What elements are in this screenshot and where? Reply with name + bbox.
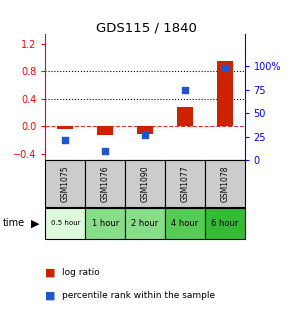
Text: GSM1090: GSM1090 (141, 165, 149, 202)
Bar (205, 208, 245, 239)
Bar (177, 107, 193, 126)
Text: ▶: ▶ (31, 218, 39, 228)
Text: GDS115 / 1840: GDS115 / 1840 (96, 22, 197, 35)
Text: GSM1077: GSM1077 (180, 165, 189, 202)
Text: 4 hour: 4 hour (171, 219, 199, 228)
Bar (85, 161, 125, 207)
Bar (205, 161, 245, 207)
Bar (165, 161, 205, 207)
Bar (137, 126, 153, 134)
Text: GSM1075: GSM1075 (61, 165, 70, 202)
Text: time: time (3, 218, 25, 228)
Bar (45, 208, 85, 239)
Point (143, 132, 147, 138)
Bar (97, 126, 113, 135)
Text: 0.5 hour: 0.5 hour (51, 220, 80, 226)
Text: ■: ■ (45, 291, 56, 301)
Text: 2 hour: 2 hour (131, 219, 159, 228)
Text: GSM1078: GSM1078 (220, 165, 229, 202)
Text: ■: ■ (45, 267, 56, 277)
Bar (165, 208, 205, 239)
Text: 1 hour: 1 hour (91, 219, 119, 228)
Bar (57, 126, 73, 129)
Text: 6 hour: 6 hour (211, 219, 239, 228)
Point (222, 66, 227, 71)
Bar (125, 161, 165, 207)
Point (63, 137, 68, 142)
Point (103, 149, 108, 154)
Bar (85, 208, 125, 239)
Text: log ratio: log ratio (62, 268, 99, 277)
Text: percentile rank within the sample: percentile rank within the sample (62, 291, 215, 300)
Bar (45, 161, 85, 207)
Bar (125, 208, 165, 239)
Point (183, 87, 187, 93)
Bar (217, 61, 233, 126)
Text: GSM1076: GSM1076 (101, 165, 110, 202)
